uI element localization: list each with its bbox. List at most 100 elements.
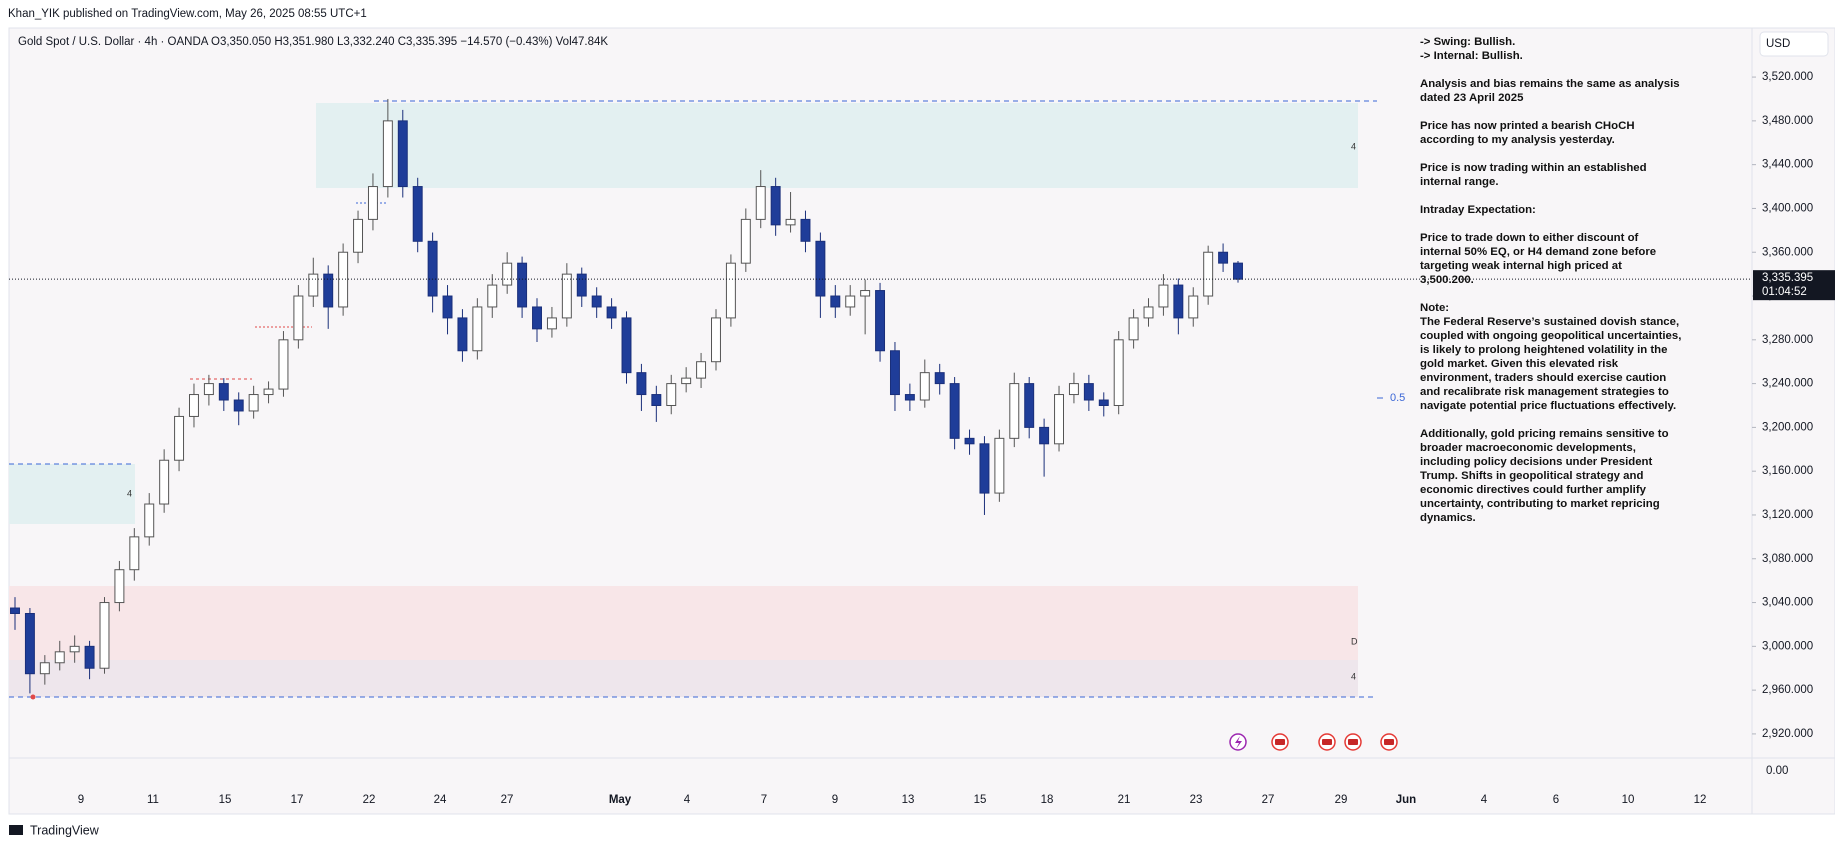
analysis-text: is likely to prolong heightened volatili… <box>1420 344 1667 356</box>
candle-body <box>1233 262 1243 280</box>
x-tick-label: 24 <box>434 794 447 806</box>
candle-body <box>442 295 453 319</box>
analysis-text: targeting weak internal high priced at <box>1420 260 1622 272</box>
candle-body <box>144 503 155 538</box>
candle-body <box>800 218 811 242</box>
candle-body <box>159 459 170 505</box>
candle-body <box>39 662 50 675</box>
candle-body <box>382 120 393 188</box>
candle-body <box>278 339 289 390</box>
candle-body <box>785 218 796 226</box>
flag <box>1348 739 1358 745</box>
volume-axis-label: 0.00 <box>1766 765 1788 777</box>
candle-body <box>651 394 662 406</box>
footer-text: TradingView <box>30 823 100 837</box>
economic-events <box>1229 733 1398 751</box>
analysis-text: navigate potential price fluctuations ef… <box>1420 400 1676 412</box>
candle-body <box>10 607 20 614</box>
fib-label: 0.5 <box>1390 392 1405 404</box>
footer-logo: TradingView <box>9 823 100 837</box>
analysis-text: coupled with ongoing geopolitical uncert… <box>1420 330 1681 342</box>
candle-body <box>561 273 572 319</box>
flag <box>1322 739 1332 745</box>
candle-body <box>740 218 751 264</box>
candle-body <box>845 295 856 308</box>
candle-body <box>1009 383 1020 439</box>
y-tick-label: 3,480.000 <box>1762 115 1813 127</box>
candle-body <box>293 295 304 341</box>
candle-body <box>979 443 990 494</box>
zone-label: 4 <box>1351 671 1356 681</box>
candle-body <box>621 317 632 374</box>
x-tick-label: 15 <box>219 794 232 806</box>
analysis-text: dynamics. <box>1420 512 1476 524</box>
flag <box>1275 739 1285 745</box>
analysis-text: environment, traders should exercise cau… <box>1420 372 1666 384</box>
candle-body <box>189 394 199 417</box>
candle-body <box>1218 251 1229 264</box>
currency-button[interactable] <box>1759 31 1829 57</box>
y-tick-label: 3,040.000 <box>1762 597 1813 609</box>
candle-body <box>517 262 528 308</box>
candle-body <box>248 394 259 412</box>
y-tick-label: 2,920.000 <box>1762 728 1813 740</box>
candle-body <box>576 273 587 297</box>
candle-body <box>1173 284 1184 319</box>
x-tick-label: 4 <box>684 794 691 806</box>
candle-body <box>546 317 557 330</box>
y-tick-label: 3,120.000 <box>1762 509 1813 521</box>
candle-body <box>875 290 886 352</box>
x-tick-label: 12 <box>1694 794 1707 806</box>
flag <box>1384 739 1394 745</box>
x-tick-label: 11 <box>147 794 159 806</box>
candle-body <box>934 372 945 385</box>
candle-body <box>770 186 781 226</box>
candle-body <box>830 295 841 308</box>
supply-zone <box>316 103 1358 188</box>
candle-body <box>397 120 408 188</box>
candle-body <box>994 437 1005 494</box>
candle-body <box>666 383 677 406</box>
candle-body <box>129 536 140 571</box>
x-tick-label: 21 <box>1118 794 1131 806</box>
candle-body <box>919 372 930 401</box>
x-tick-label: 27 <box>501 794 514 806</box>
candle-body <box>1039 426 1050 445</box>
candle-body <box>263 388 274 396</box>
candles <box>10 98 1243 694</box>
currency-label: USD <box>1766 38 1790 50</box>
analysis-text: Price has now printed a bearish CHoCH <box>1420 120 1635 132</box>
candle-body <box>233 399 244 412</box>
x-tick-label: 23 <box>1190 794 1203 806</box>
event-bolt <box>1235 736 1242 749</box>
candle-body <box>725 262 736 319</box>
candle-body <box>54 651 65 664</box>
candle-body <box>218 383 229 401</box>
candle-body <box>1098 399 1109 406</box>
y-tick-label: 2,960.000 <box>1762 684 1813 696</box>
candle-body <box>114 569 125 604</box>
analysis-text: Note: <box>1420 302 1449 314</box>
y-tick-label: 3,000.000 <box>1762 640 1813 652</box>
analysis-text: dated 23 April 2025 <box>1420 92 1524 104</box>
x-tick-label: May <box>609 794 632 806</box>
candle-body <box>949 383 960 439</box>
candle-body <box>1188 295 1199 319</box>
x-tick-label: Jun <box>1396 794 1416 806</box>
x-tick-label: 6 <box>1553 794 1559 806</box>
daily-demand-zone <box>9 586 1358 660</box>
analysis-text: -> Swing: Bullish. <box>1420 36 1515 48</box>
candle-body <box>1158 284 1169 308</box>
analysis-text: Analysis and bias remains the same as an… <box>1420 78 1680 90</box>
analysis-text: -> Internal: Bullish. <box>1420 50 1523 62</box>
candle-body <box>487 284 498 308</box>
zone-label: 4 <box>1351 141 1356 151</box>
candle-body <box>323 273 334 308</box>
analysis-text: 3,500.200. <box>1420 274 1474 286</box>
y-tick-label: 3,240.000 <box>1762 378 1813 390</box>
analysis-text: including policy decisions under Preside… <box>1420 456 1652 468</box>
candle-body <box>353 218 364 253</box>
candle-body <box>1113 339 1124 406</box>
x-tick-label: 27 <box>1262 794 1275 806</box>
candle-body <box>427 240 438 297</box>
